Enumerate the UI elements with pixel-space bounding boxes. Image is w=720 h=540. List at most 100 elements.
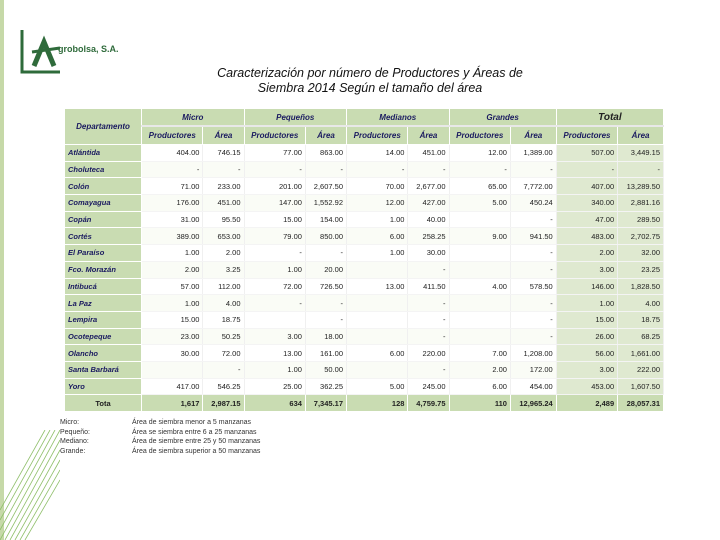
table-cell: 1.00 xyxy=(141,244,204,262)
table-cell: 3.25 xyxy=(202,261,245,279)
table-cell: - xyxy=(510,244,557,262)
table-cell: 3,449.15 xyxy=(617,144,664,162)
table-cell: 258.25 xyxy=(407,227,450,246)
total-cell: 4,759.75 xyxy=(407,394,450,413)
table-cell: 941.50 xyxy=(510,227,557,246)
table-cell: - xyxy=(617,161,664,179)
table-cell: - xyxy=(510,211,557,229)
table-cell: - xyxy=(305,244,348,262)
table-cell: 14.00 xyxy=(346,144,409,162)
table-cell: 2,702.75 xyxy=(617,227,664,246)
table-cell xyxy=(346,261,409,279)
table-cell: 172.00 xyxy=(510,361,557,379)
table-cell: 653.00 xyxy=(202,227,245,246)
department-name: Ocotepeque xyxy=(64,327,142,346)
dept-header: Departamento xyxy=(64,108,142,145)
table-cell: 3.00 xyxy=(556,361,619,379)
table-cell: 746.15 xyxy=(202,144,245,162)
table-cell: 726.50 xyxy=(305,278,348,296)
table-cell: 2.00 xyxy=(141,261,204,279)
page-title: Caracterización por número de Productore… xyxy=(150,66,590,96)
column-header: Productores xyxy=(243,125,306,145)
table-cell: 289.50 xyxy=(617,211,664,229)
table-cell: 201.00 xyxy=(244,177,306,196)
table-cell: - xyxy=(305,311,348,329)
department-name: La Paz xyxy=(64,294,142,312)
table-cell: 77.00 xyxy=(244,144,306,162)
table-cell: 56.00 xyxy=(556,344,619,362)
table-cell: 1,661.00 xyxy=(617,344,664,362)
table-cell: 30.00 xyxy=(141,344,204,362)
total-cell: 110 xyxy=(448,394,511,413)
table-cell: - xyxy=(407,328,450,346)
table-cell: 2.00 xyxy=(202,244,245,262)
table-cell: 1,607.50 xyxy=(617,378,664,396)
table-cell: 2,607.50 xyxy=(305,177,348,196)
table-cell: 404.00 xyxy=(141,144,204,162)
table-cell: - xyxy=(510,311,557,329)
table-cell: 546.25 xyxy=(202,378,245,396)
department-name: Yoro xyxy=(64,377,142,396)
total-cell: 7,345.17 xyxy=(304,394,348,413)
title-line-1: Caracterización por número de Productore… xyxy=(217,66,523,80)
decorative-corner-lines xyxy=(0,430,60,540)
table-row: Santa Barbará -1.00 50.00-2.00 172.00 3.00 22… xyxy=(64,360,664,379)
table-cell: 23.25 xyxy=(617,261,664,279)
table-cell: 2.00 xyxy=(449,361,511,379)
group-header: Pequeños xyxy=(243,108,347,127)
table-cell: - xyxy=(449,161,511,179)
table-row: Cortés 389.00 653.00 79.00 850.00 6.00 258.25 9… xyxy=(64,227,664,246)
table-row: Colón 71.00 233.00 201.00 2,607.50 70.00 2,677… xyxy=(64,177,664,196)
table-cell: - xyxy=(305,294,348,312)
table-cell xyxy=(346,294,409,312)
column-header: Productores xyxy=(140,125,204,145)
subheader-row: Productores Área Productores Área Productore… xyxy=(65,125,664,145)
table-cell: - xyxy=(407,311,450,329)
table-cell: 4.00 xyxy=(449,278,511,296)
agrobolsa-logo xyxy=(20,30,61,74)
table-cell: 95.50 xyxy=(202,211,245,229)
table-cell: 47.00 xyxy=(556,211,619,229)
table-cell: - xyxy=(556,161,619,179)
table-cell: 161.00 xyxy=(305,344,348,362)
legend-item: Grande: Área de siembra superior a 50 man… xyxy=(60,447,260,457)
legend-item: Mediano: Área de siembre entre 25 y 50 ma… xyxy=(60,437,260,447)
table-row: Fco. Morazán 2.00 3.25 1.00 20.00- -3.00 23.25 xyxy=(64,260,664,279)
legend-key: Mediano: xyxy=(60,438,89,445)
total-cell: 634 xyxy=(243,394,306,413)
table-body: Atlántida 404.00 746.15 77.00 863.00 14.00 451… xyxy=(64,144,664,396)
table-cell: 578.50 xyxy=(510,278,557,296)
legend-description: Área se siembra entre 6 a 25 manzanas xyxy=(132,428,257,436)
group-header: Total xyxy=(555,108,665,127)
table-cell: 2,677.00 xyxy=(407,177,450,196)
column-header: Área xyxy=(304,125,348,145)
legend-key: Pequeño: xyxy=(60,428,90,436)
column-header: Área xyxy=(617,125,664,145)
table-cell: 7.00 xyxy=(449,344,511,362)
table-cell: 70.00 xyxy=(346,177,409,196)
legend-item: Pequeño: Área se siembra entre 6 a 25 man… xyxy=(60,428,260,438)
producers-table: Departamento Micro Pequeños Medianos Gra… xyxy=(64,108,665,413)
table-row: Copán 31.00 95.50 15.00 154.00 1.00 40.00 -47.0… xyxy=(64,210,664,229)
column-header: Productores xyxy=(555,125,619,145)
legend-item: Micro: Área de siembra menor a 5 manzanas xyxy=(60,418,260,428)
table-cell: 1.00 xyxy=(244,261,306,279)
total-row: Tota 1,617 2,987.15 634 7,345.17 128 4,759.75… xyxy=(64,394,664,413)
table-cell: 5.00 xyxy=(449,194,511,212)
table-cell: - xyxy=(244,244,306,262)
table-cell: 57.00 xyxy=(141,278,204,296)
table-cell: - xyxy=(305,161,348,179)
table-cell xyxy=(449,311,511,329)
table-cell: 1.00 xyxy=(346,244,409,262)
table-cell: 50.00 xyxy=(305,361,348,379)
table-cell: - xyxy=(141,161,204,179)
table-row: Atlántida 404.00 746.15 77.00 863.00 14.00 451… xyxy=(64,144,664,162)
table-cell: 1.00 xyxy=(346,211,409,229)
table-cell: - xyxy=(202,161,245,179)
table-row: El Paraíso 1.00 2.00- -1.00 30.00-2.00 32.00 xyxy=(64,244,664,262)
group-header: Grandes xyxy=(448,108,557,127)
total-cell: 1,617 xyxy=(140,394,204,413)
table-row: Lempira 15.00 18.75- - -15.00 18.75 xyxy=(64,310,664,329)
table-cell xyxy=(346,311,409,329)
table-cell: 72.00 xyxy=(244,278,306,296)
